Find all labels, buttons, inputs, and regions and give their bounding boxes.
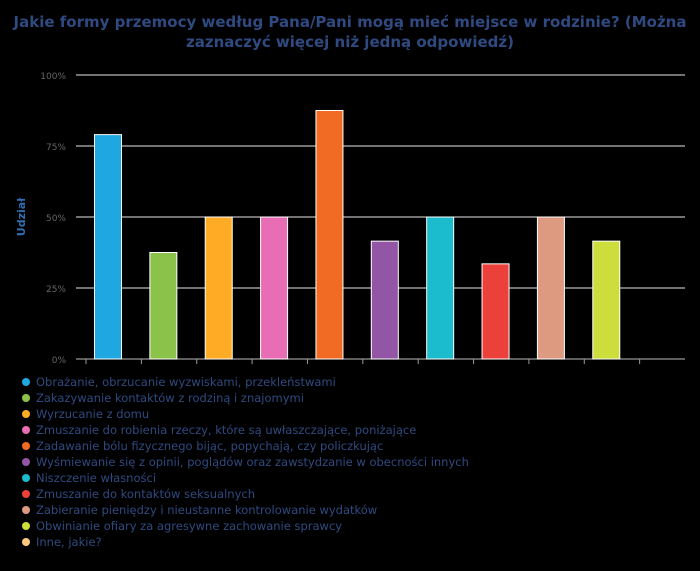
legend-marker-icon: [22, 506, 30, 514]
legend-label: Zmuszanie do robienia rzeczy, które są u…: [36, 423, 417, 437]
bar[interactable]: [204, 216, 233, 360]
legend-item[interactable]: Wyrzucanie z domu: [22, 406, 469, 422]
legend-marker-icon: [22, 538, 30, 546]
legend-item[interactable]: Obrażanie, obrzucanie wyzwiskami, przekl…: [22, 374, 469, 390]
chart-title: Jakie formy przemocy według Pana/Pani mo…: [0, 12, 700, 52]
bar[interactable]: [536, 216, 565, 360]
bar-chart-plot: 0% 25% 50% 75% 100% Udział: [15, 72, 685, 366]
legend-marker-icon: [22, 522, 30, 530]
y-axis-label: Udział: [15, 197, 28, 236]
bar[interactable]: [426, 216, 455, 360]
legend-label: Zadawanie bólu fizycznego bijąc, popycha…: [36, 439, 384, 453]
legend-item[interactable]: Zmuszanie do robienia rzeczy, które są u…: [22, 422, 469, 438]
bar[interactable]: [370, 240, 399, 360]
chart-title-line-1: Jakie formy przemocy według Pana/Pani mo…: [13, 13, 687, 31]
legend-label: Inne, jakie?: [36, 535, 102, 549]
legend-label: Niszczenie własności: [36, 471, 157, 485]
legend-marker-icon: [22, 410, 30, 418]
legend-item[interactable]: Obwinianie ofiary za agresywne zachowani…: [22, 518, 469, 534]
legend-item[interactable]: Wyśmiewanie się z opinii, poglądów oraz …: [22, 454, 469, 470]
legend-item[interactable]: Zmuszanie do kontaktów seksualnych: [22, 486, 469, 502]
y-tick-label: 0%: [52, 356, 67, 366]
legend-label: Zabieranie pieniędzy i nieustanne kontro…: [36, 503, 378, 517]
legend-marker-icon: [22, 394, 30, 402]
legend-marker-icon: [22, 378, 30, 386]
legend-label: Wyśmiewanie się z opinii, poglądów oraz …: [36, 455, 469, 469]
legend-label: Zakazywanie kontaktów z rodziną i znajom…: [36, 391, 304, 405]
legend-item[interactable]: Zakazywanie kontaktów z rodziną i znajom…: [22, 390, 469, 406]
bar[interactable]: [481, 263, 510, 360]
y-tick-label: 50%: [46, 214, 66, 224]
legend-item[interactable]: Niszczenie własności: [22, 470, 469, 486]
y-tick-label: 100%: [40, 72, 66, 82]
legend-item[interactable]: Inne, jakie?: [22, 534, 469, 550]
legend: Obrażanie, obrzucanie wyzwiskami, przekl…: [22, 374, 469, 550]
legend-marker-icon: [22, 474, 30, 482]
x-axis-ticks: [85, 359, 641, 364]
y-axis-tick-labels: 0% 25% 50% 75% 100%: [40, 72, 66, 366]
legend-marker-icon: [22, 426, 30, 434]
legend-label: Obwinianie ofiary za agresywne zachowani…: [36, 519, 343, 533]
bars: [94, 110, 621, 360]
legend-item[interactable]: Zabieranie pieniędzy i nieustanne kontro…: [22, 502, 469, 518]
y-tick-label: 25%: [46, 285, 66, 295]
legend-marker-icon: [22, 442, 30, 450]
bar[interactable]: [592, 240, 621, 360]
bar[interactable]: [260, 216, 289, 360]
legend-label: Wyrzucanie z domu: [36, 407, 150, 421]
legend-label: Zmuszanie do kontaktów seksualnych: [36, 487, 255, 501]
bar[interactable]: [94, 134, 122, 360]
legend-marker-icon: [22, 458, 30, 466]
legend-marker-icon: [22, 490, 30, 498]
chart-title-line-2: zaznaczyć więcej niż jedną odpowiedź): [186, 33, 514, 51]
legend-label: Obrażanie, obrzucanie wyzwiskami, przekl…: [36, 375, 336, 389]
bar[interactable]: [149, 252, 178, 360]
bar[interactable]: [315, 110, 344, 360]
y-tick-label: 75%: [46, 143, 66, 153]
legend-item[interactable]: Zadawanie bólu fizycznego bijąc, popycha…: [22, 438, 469, 454]
